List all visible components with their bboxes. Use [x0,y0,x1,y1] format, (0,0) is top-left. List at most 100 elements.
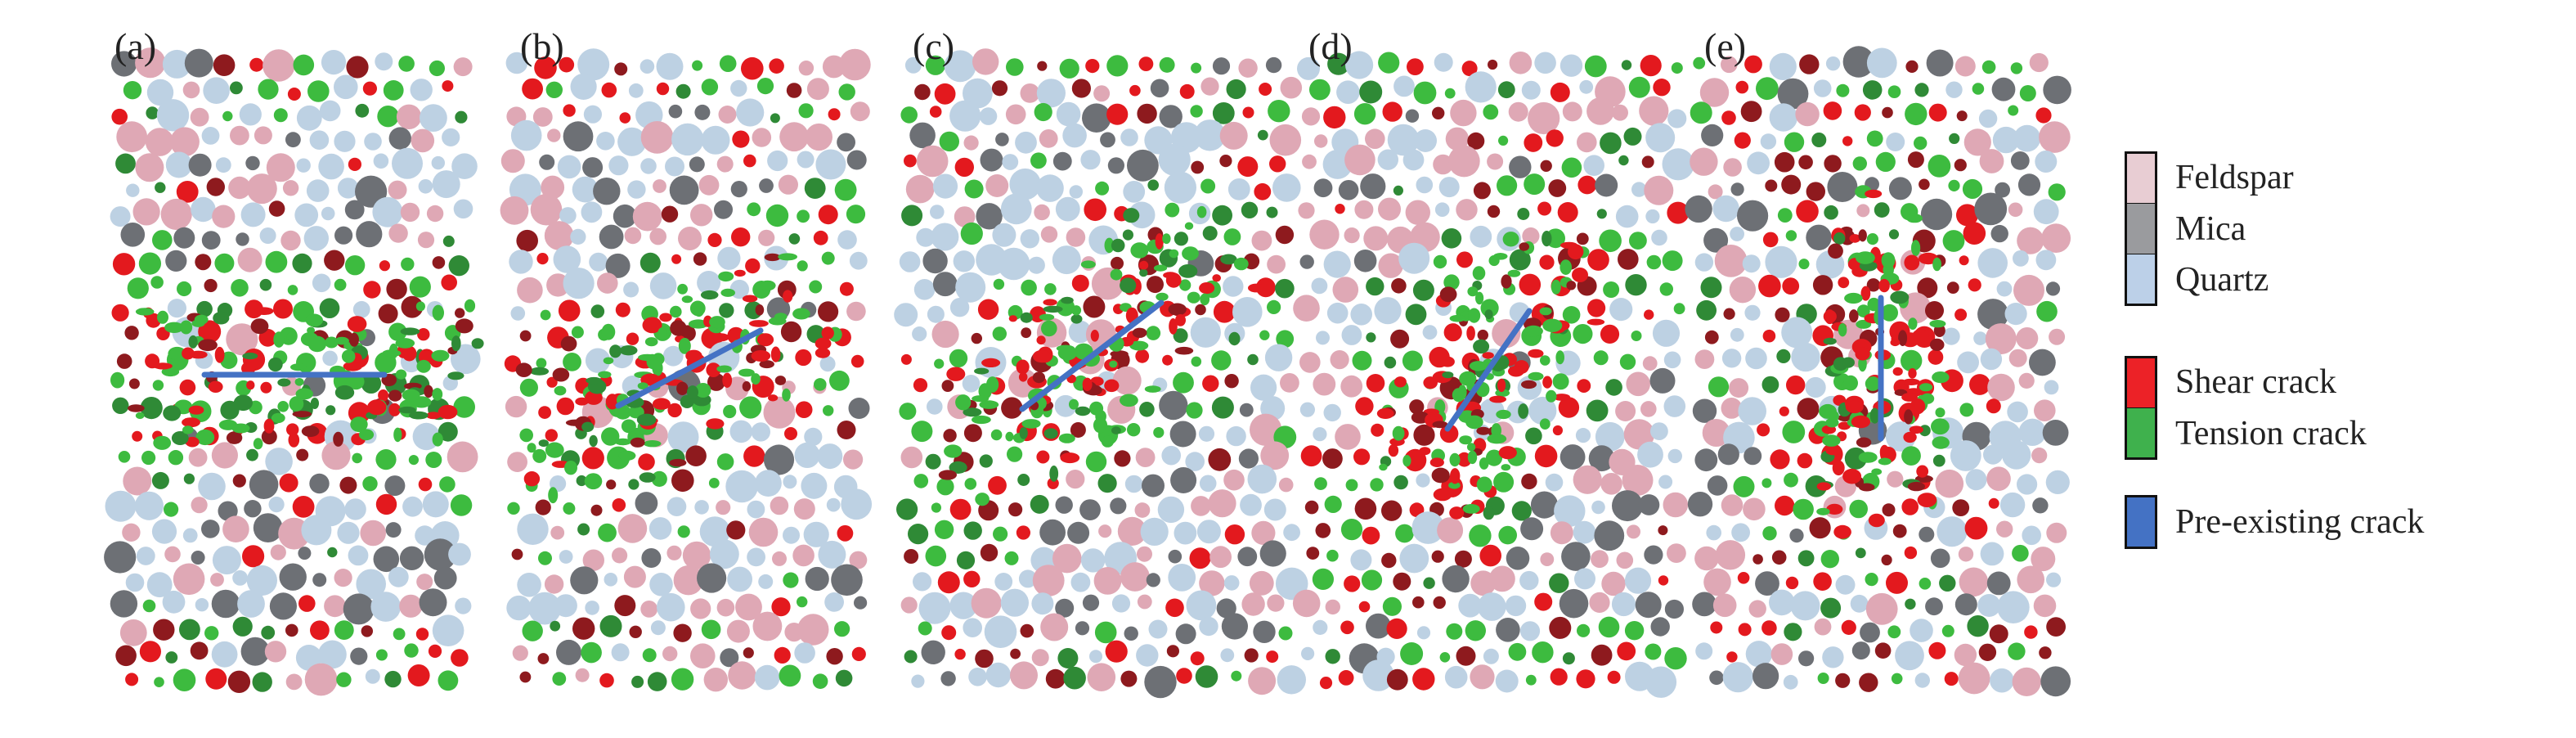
mineral-grain [656,52,684,80]
mineral-grain [949,100,981,132]
mineral-grain [554,594,577,618]
crack-particle [1120,670,1138,687]
mineral-grain [763,444,795,475]
crack-particle [1868,513,1885,528]
mineral-grain [396,104,422,129]
mineral-grain [2008,202,2023,218]
crack-particle [1828,243,1843,259]
crack-particle [1063,666,1086,690]
mineral-grain [694,500,709,515]
mineral-grain [824,592,844,612]
crack-particle [346,56,369,79]
mineral-grain [1292,589,1321,618]
crack-particle [1423,376,1438,389]
crack-particle [747,202,761,217]
mineral-grain [623,565,646,588]
crack-particle [644,337,658,347]
crack-particle [979,454,993,468]
mineral-grain [451,153,478,179]
mineral-grain [1055,496,1073,514]
mineral-grain [412,422,440,451]
crack-particle [231,279,249,297]
mineral-grain [1082,594,1100,611]
mineral-grain [279,563,307,591]
crack-particle [1809,517,1831,539]
crack-particle [1519,242,1529,251]
crack-particle [350,416,368,433]
mineral-grain [191,551,205,565]
crack-particle [1775,495,1795,516]
crack-particle [1901,498,1919,515]
crack-particle [334,278,347,291]
crack-particle [1248,283,1264,293]
crack-particle [1393,376,1407,388]
crack-particle [1057,648,1079,668]
mineral-grain [1731,523,1751,542]
crack-particle [1978,643,1997,661]
mineral-grain [1336,80,1360,104]
crack-particle [289,396,304,412]
crack-particle [1327,52,1350,75]
crack-particle [1842,357,1855,368]
crack-particle [1433,596,1446,610]
crack-particle [1466,326,1475,341]
mineral-grain [1609,298,1633,322]
mineral-grain [1715,540,1746,570]
crack-particle [1836,83,1850,97]
mineral-grain [1795,101,1820,127]
mineral-grain [321,441,351,470]
mineral-grain [539,154,555,170]
mineral-grain [559,550,573,564]
mineral-grain [570,566,599,595]
mineral-grain [1278,477,1294,493]
crack-particle [545,442,564,458]
mineral-grain [453,57,473,77]
crack-particle [1344,575,1361,592]
crack-particle [1858,229,1867,242]
mineral-grain [798,61,815,76]
crack-particle [1032,371,1045,384]
mineral-grain [344,498,366,520]
crack-particle [1095,181,1110,196]
crack-particle [1865,376,1881,391]
mineral-grain [447,441,478,473]
crack-particle [1518,403,1528,419]
crack-particle [1779,406,1789,416]
mineral-grain [1806,224,1832,250]
mineral-grain [517,573,541,597]
crack-particle [1071,274,1089,292]
crack-particle [818,301,839,322]
crack-particle [208,380,223,393]
mineral-grain [1986,571,2011,596]
crack-particle [1178,264,1198,278]
crack-particle [1919,383,1933,392]
crack-particle [1159,56,1175,73]
mineral-grain [268,497,285,513]
mineral-grain [1241,592,1265,616]
mineral-grain [1000,193,1032,225]
crack-particle [706,418,725,430]
mineral-grain [1402,149,1425,171]
crack-particle [986,376,999,393]
crack-particle [1071,305,1082,316]
crack-particle [388,403,401,416]
crack-particle [652,360,663,376]
crack-particle [1855,347,1870,361]
mineral-grain [1209,546,1232,569]
crack-particle [522,78,543,100]
crack-particle [609,344,622,358]
crack-particle [545,81,563,99]
crack-particle [1361,569,1383,591]
mineral-grain [544,221,574,250]
crack-particle [135,412,145,420]
crack-particle [1817,673,1829,684]
crack-particle [1237,156,1259,178]
mineral-grain [373,153,389,169]
mineral-grain [334,130,356,152]
crack-particle [835,669,853,687]
mineral-grain [1093,85,1111,102]
crack-particle [1004,551,1019,565]
mineral-grain [426,205,444,223]
mineral-grain [280,230,301,251]
mineral-grain [612,547,628,564]
